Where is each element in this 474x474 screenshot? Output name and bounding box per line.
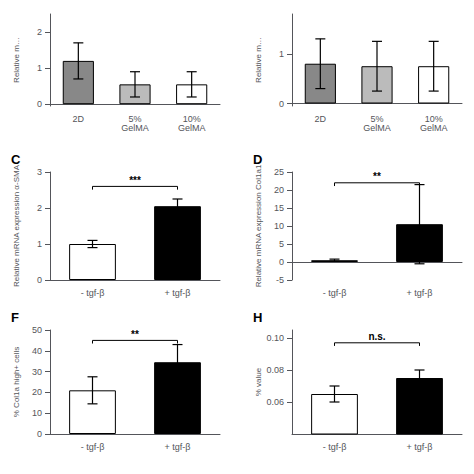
svg-text:- tgf-β: - tgf-β xyxy=(323,442,347,452)
svg-text:1: 1 xyxy=(37,63,42,73)
svg-text:20: 20 xyxy=(32,387,42,397)
svg-text:C: C xyxy=(11,152,21,167)
svg-text:**: ** xyxy=(373,171,381,182)
svg-text:20: 20 xyxy=(274,185,284,195)
svg-text:2: 2 xyxy=(37,27,42,37)
svg-text:***: *** xyxy=(129,175,141,186)
svg-text:**: ** xyxy=(131,329,139,340)
svg-text:GelMA: GelMA xyxy=(363,123,391,133)
svg-text:GelMA: GelMA xyxy=(121,123,149,133)
svg-text:F: F xyxy=(11,310,19,325)
svg-text:+ tgf-β: + tgf-β xyxy=(407,288,433,298)
svg-text:Relative mRNA expression α-SMA: Relative mRNA expression α-SMA xyxy=(12,164,21,287)
svg-text:GelMA: GelMA xyxy=(420,123,448,133)
svg-text:15: 15 xyxy=(274,203,284,213)
svg-text:2: 2 xyxy=(37,203,42,213)
svg-text:0.06: 0.06 xyxy=(266,397,284,407)
svg-text:0.08: 0.08 xyxy=(266,365,284,375)
svg-text:Relative m…: Relative m… xyxy=(254,37,263,83)
svg-text:GelMA: GelMA xyxy=(178,123,206,133)
svg-text:1: 1 xyxy=(37,239,42,249)
svg-text:5%: 5% xyxy=(370,113,384,124)
svg-text:+ tgf-β: + tgf-β xyxy=(165,288,191,298)
svg-text:-5: -5 xyxy=(276,275,284,285)
svg-text:0: 0 xyxy=(279,257,284,267)
svg-text:% value: % value xyxy=(254,367,263,396)
svg-text:0: 0 xyxy=(37,275,42,285)
svg-text:0: 0 xyxy=(37,429,42,439)
svg-text:D: D xyxy=(253,152,262,167)
svg-text:10: 10 xyxy=(274,221,284,231)
svg-text:% Col1a high+ cells: % Col1a high+ cells xyxy=(12,347,21,417)
svg-text:30: 30 xyxy=(32,367,42,377)
svg-text:Relative mRNA expression Col1a: Relative mRNA expression Col1a1 xyxy=(254,164,263,287)
svg-text:Relative m…: Relative m… xyxy=(12,37,21,83)
svg-text:n.s.: n.s. xyxy=(368,331,385,342)
svg-text:2D: 2D xyxy=(73,114,85,124)
svg-text:- tgf-β: - tgf-β xyxy=(81,288,105,298)
svg-text:5: 5 xyxy=(279,239,284,249)
svg-text:5%: 5% xyxy=(128,113,142,124)
svg-text:1: 1 xyxy=(279,49,284,59)
svg-text:0: 0 xyxy=(279,99,284,109)
svg-text:0: 0 xyxy=(37,99,42,109)
svg-text:- tgf-β: - tgf-β xyxy=(323,288,347,298)
svg-text:0.10: 0.10 xyxy=(266,333,284,343)
svg-text:2D: 2D xyxy=(315,114,327,124)
svg-text:25: 25 xyxy=(274,167,284,177)
svg-text:10%: 10% xyxy=(182,113,201,124)
svg-text:H: H xyxy=(253,310,262,325)
svg-text:3: 3 xyxy=(37,167,42,177)
svg-text:40: 40 xyxy=(32,346,42,356)
svg-text:10%: 10% xyxy=(424,113,443,124)
svg-text:10: 10 xyxy=(32,408,42,418)
svg-text:- tgf-β: - tgf-β xyxy=(81,442,105,452)
svg-text:+ tgf-β: + tgf-β xyxy=(407,442,433,452)
svg-text:+ tgf-β: + tgf-β xyxy=(165,442,191,452)
svg-text:50: 50 xyxy=(32,325,42,335)
